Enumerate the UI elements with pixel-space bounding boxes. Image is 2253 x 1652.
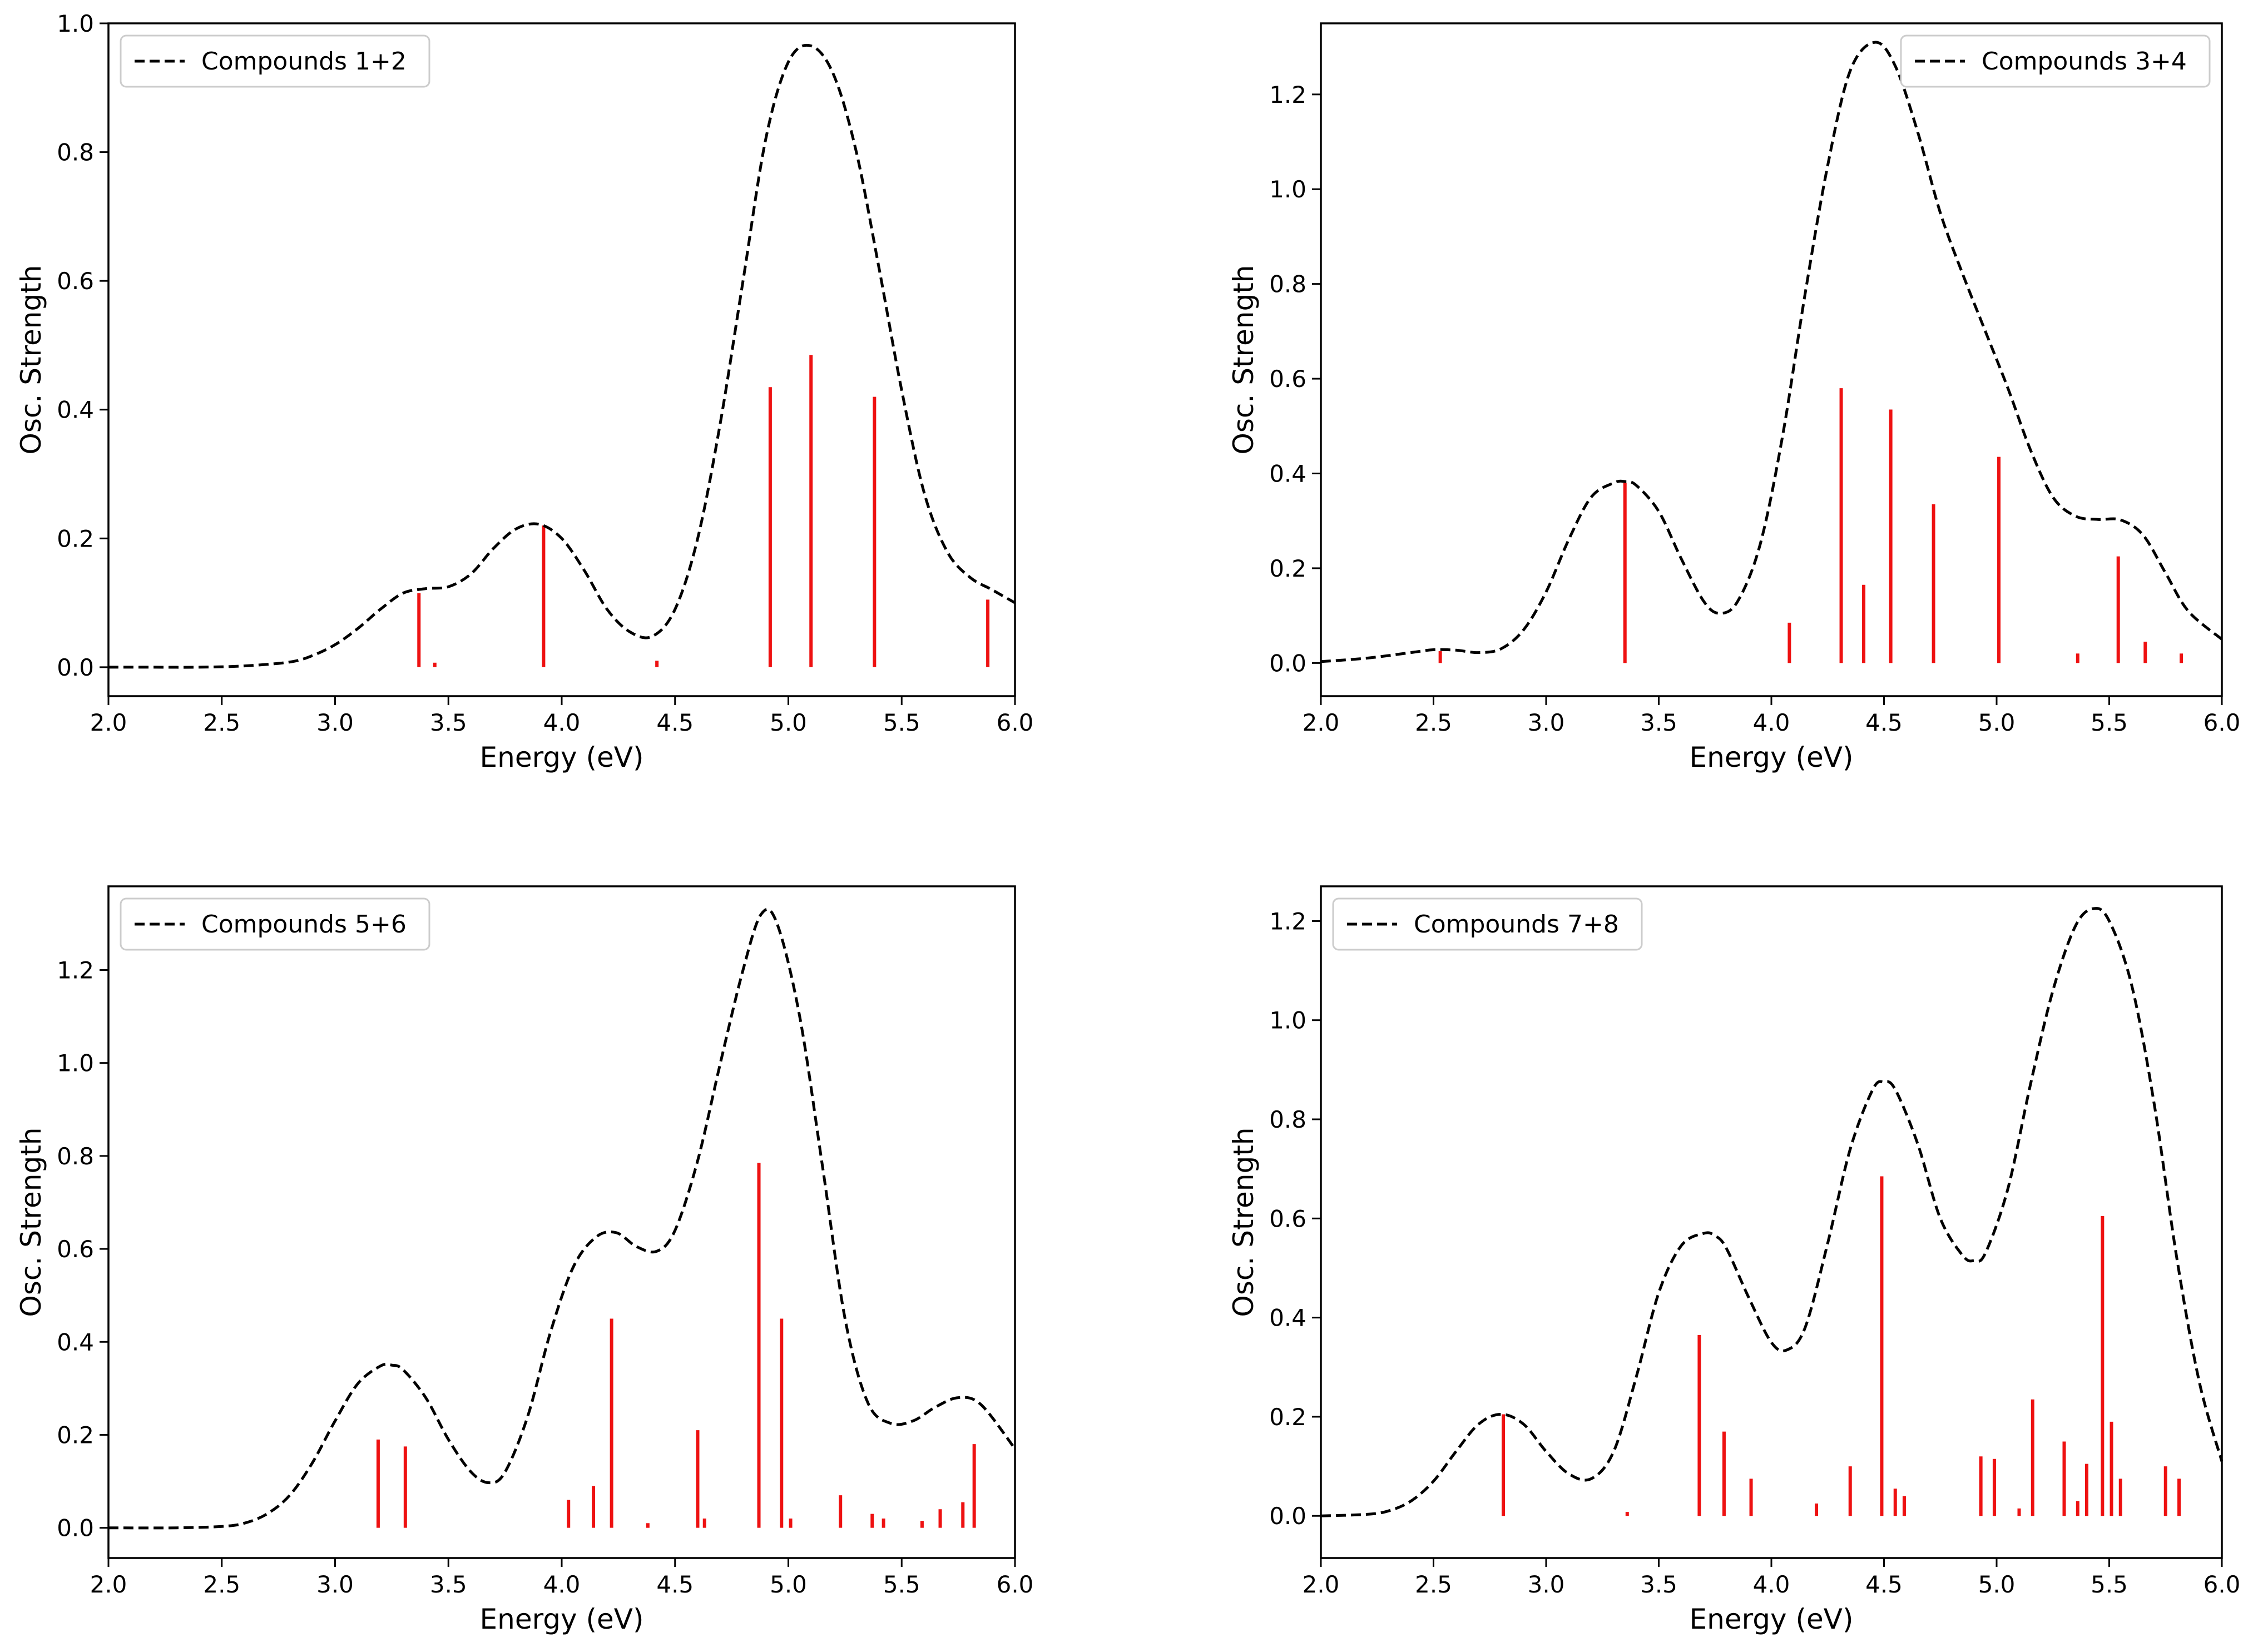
x-tick-label: 2.5 xyxy=(203,1571,240,1598)
y-tick-label: 1.2 xyxy=(1269,81,1306,108)
legend-label: Compounds 1+2 xyxy=(201,47,407,76)
x-tick-label: 3.0 xyxy=(316,709,354,736)
x-tick-label: 5.0 xyxy=(770,709,807,736)
x-axis-label: Energy (eV) xyxy=(480,741,644,773)
y-axis-label: Osc. Strength xyxy=(15,1128,47,1317)
x-tick-label: 5.0 xyxy=(1978,1571,2016,1598)
x-axis-label: Energy (eV) xyxy=(1690,741,1854,773)
y-tick-label: 1.0 xyxy=(57,1050,94,1077)
y-tick-label: 0.2 xyxy=(57,525,94,552)
x-tick-label: 5.5 xyxy=(2091,709,2128,736)
x-tick-label: 2.5 xyxy=(1415,709,1452,736)
x-tick-label: 3.5 xyxy=(1640,1571,1677,1598)
y-tick-label: 1.0 xyxy=(1269,1007,1306,1034)
x-tick-label: 4.0 xyxy=(1753,709,1790,736)
x-tick-label: 3.5 xyxy=(430,709,467,736)
stick-spectrum xyxy=(417,355,990,667)
y-tick-label: 0.4 xyxy=(1269,1304,1306,1332)
x-axis-label: Energy (eV) xyxy=(480,1603,644,1635)
x-tick-label: 3.0 xyxy=(316,1571,354,1598)
envelope-line xyxy=(108,907,1016,1530)
x-tick-label: 2.0 xyxy=(1303,1571,1340,1598)
legend: Compounds 5+6 xyxy=(120,897,430,951)
y-tick-label: 0.6 xyxy=(57,1236,94,1263)
y-tick-label: 0.2 xyxy=(57,1421,94,1448)
legend-label: Compounds 7+8 xyxy=(1414,910,1619,939)
x-tick-label: 5.5 xyxy=(883,709,920,736)
y-tick-label: 0.0 xyxy=(1269,1502,1306,1530)
y-tick-label: 0.4 xyxy=(1269,460,1306,488)
y-tick-label: 0.8 xyxy=(57,139,94,166)
x-tick-label: 3.5 xyxy=(1640,709,1677,736)
x-tick-label: 4.5 xyxy=(656,709,694,736)
legend-box xyxy=(120,897,430,951)
x-tick-label: 5.0 xyxy=(770,1571,807,1598)
x-tick-label: 6.0 xyxy=(2204,1571,2241,1598)
x-tick-label: 6.0 xyxy=(997,1571,1034,1598)
x-tick-label: 2.0 xyxy=(90,1571,127,1598)
envelope-line xyxy=(108,43,1016,669)
x-tick-label: 2.5 xyxy=(203,709,240,736)
chart-panel-4: 2.0 2.5 3.0 3.5 4.0 4.5 5.0 5.5 6.0 0.0 0.2 0.4 0.6 0… xyxy=(1227,885,2241,1635)
x-tick-label: 5.5 xyxy=(2091,1571,2128,1598)
x-tick-label: 6.0 xyxy=(2204,709,2241,736)
legend-label: Compounds 5+6 xyxy=(201,910,407,939)
chart-panel-3: 2.0 2.5 3.0 3.5 4.0 4.5 5.0 5.5 6.0 0.0 0.2 0.4 0.6 0… xyxy=(15,885,1034,1635)
legend-box xyxy=(1332,897,1643,951)
legend: Compounds 7+8 xyxy=(1332,897,1643,951)
x-tick-label: 4.5 xyxy=(1865,1571,1903,1598)
x-tick-label: 4.5 xyxy=(656,1571,694,1598)
envelope-line xyxy=(1320,907,2224,1517)
x-tick-label: 5.0 xyxy=(1978,709,2016,736)
y-tick-label: 0.0 xyxy=(1269,649,1306,677)
chart-panel-1: 2.0 2.5 3.0 3.5 4.0 4.5 5.0 5.5 6.0 0.0 0.2 0.4 0.6 0… xyxy=(15,10,1033,773)
y-tick-label: 0.2 xyxy=(1269,555,1306,582)
x-tick-label: 2.0 xyxy=(1303,709,1340,736)
x-tick-label: 3.0 xyxy=(1528,1571,1565,1598)
y-tick-label: 0.6 xyxy=(1269,365,1306,393)
y-tick-label: 1.2 xyxy=(1269,907,1306,935)
legend-box xyxy=(1900,34,2211,88)
chart-panel-2: 2.0 2.5 3.0 3.5 4.0 4.5 5.0 5.5 6.0 0.0 0.2 0.4 0.6 0… xyxy=(1227,22,2241,773)
stick-spectrum xyxy=(1502,1176,2181,1516)
y-tick-label: 0.8 xyxy=(57,1143,94,1170)
y-tick-label: 0.8 xyxy=(1269,1106,1306,1133)
x-tick-label: 2.5 xyxy=(1415,1571,1452,1598)
x-tick-label: 2.0 xyxy=(90,709,127,736)
x-tick-label: 6.0 xyxy=(997,709,1034,736)
legend-box xyxy=(120,34,430,88)
x-tick-label: 4.5 xyxy=(1865,709,1903,736)
y-tick-label: 0.0 xyxy=(57,654,94,681)
x-tick-label: 3.5 xyxy=(430,1571,467,1598)
y-tick-label: 0.0 xyxy=(57,1515,94,1542)
x-tick-label: 4.0 xyxy=(1753,1571,1790,1598)
x-tick-label: 4.0 xyxy=(543,709,581,736)
legend: Compounds 1+2 xyxy=(120,34,430,88)
y-tick-label: 0.6 xyxy=(1269,1205,1306,1232)
y-axis-label: Osc. Strength xyxy=(1227,1128,1260,1317)
x-axis-label: Energy (eV) xyxy=(1690,1603,1854,1635)
y-tick-label: 0.4 xyxy=(57,1328,94,1356)
x-tick-label: 3.0 xyxy=(1528,709,1565,736)
y-tick-label: 1.2 xyxy=(57,956,94,984)
y-axis-label: Osc. Strength xyxy=(1227,265,1260,455)
y-tick-label: 0.4 xyxy=(57,396,94,424)
x-tick-label: 5.5 xyxy=(883,1571,920,1598)
legend: Compounds 3+4 xyxy=(1900,34,2211,88)
y-tick-label: 1.0 xyxy=(57,10,94,37)
x-tick-label: 4.0 xyxy=(543,1571,581,1598)
y-tick-label: 0.8 xyxy=(1269,271,1306,298)
stick-spectrum xyxy=(376,1163,976,1528)
y-tick-label: 1.0 xyxy=(1269,176,1306,203)
subplot-grid: 2.0 2.5 3.0 3.5 4.0 4.5 5.0 5.5 6.0 0.0 0.2 0.4 0.6 0… xyxy=(15,10,2240,1635)
y-axis-label: Osc. Strength xyxy=(15,265,47,455)
stick-spectrum xyxy=(1438,388,2183,663)
envelope-line xyxy=(1320,41,2223,663)
y-tick-label: 0.2 xyxy=(1269,1403,1306,1431)
y-tick-label: 0.6 xyxy=(57,267,94,295)
legend-label: Compounds 3+4 xyxy=(1982,47,2187,76)
